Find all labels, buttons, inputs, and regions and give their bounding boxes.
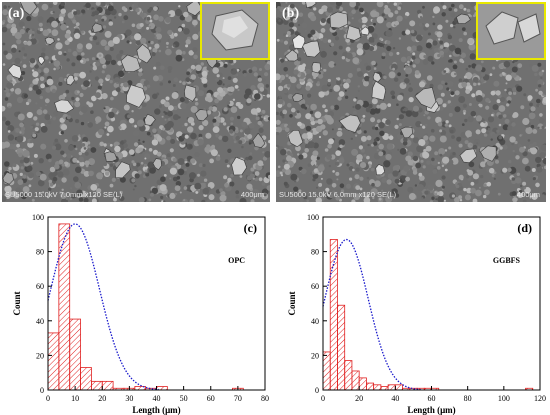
sem-inset-a [200, 2, 270, 60]
sem-image-a: (a) SU5000 15.0kV 7.0mm x120 SE(L) 400μm [2, 2, 270, 202]
y-tick-label: 0 [40, 386, 44, 395]
histogram-bar [69, 318, 81, 391]
x-tick-label: 0 [321, 394, 325, 403]
x-tick-label: 20 [98, 394, 106, 403]
y-tick-label: 20 [36, 351, 44, 360]
x-axis-label: Length (μm) [407, 405, 455, 415]
histogram-bar [58, 223, 71, 391]
y-axis-label: Count [12, 291, 22, 315]
histogram-bar [47, 332, 60, 391]
histogram-bar [394, 384, 403, 391]
histogram-bar [373, 384, 382, 391]
y-tick-label: 100 [307, 213, 319, 222]
sem-info-b: SU5000 15.0kV 6.0mm x120 SE(L) [279, 190, 397, 199]
panel-label-b: (b) [282, 6, 300, 21]
x-axis-label: Length (μm) [132, 405, 180, 415]
sem-inset-b [476, 2, 546, 60]
x-tick-label: 70 [234, 394, 242, 403]
x-tick-label: 100 [498, 394, 510, 403]
histogram-bar [337, 304, 346, 391]
scale-bar-b: 400μm [516, 190, 540, 199]
histogram-bar [380, 386, 389, 391]
y-tick-label: 100 [32, 213, 44, 222]
legend-label: GGBFS [493, 256, 521, 265]
x-tick-label: 40 [153, 394, 161, 403]
x-tick-label: 60 [207, 394, 215, 403]
histogram-bar [351, 370, 360, 391]
x-tick-label: 60 [428, 394, 436, 403]
plot-frame [322, 216, 541, 391]
panel-label: (c) [244, 221, 257, 235]
x-tick-label: 50 [180, 394, 188, 403]
histogram-bar [366, 382, 375, 391]
histogram-chart-d: 0 20 40 60 80 100 120 0 20 40 60 80 100 Length (μm) Co… [287, 213, 546, 415]
histogram-bar [80, 367, 92, 391]
histogram-bar [358, 377, 367, 391]
x-tick-label: 30 [125, 394, 133, 403]
panel-label-a: (a) [8, 6, 25, 21]
y-tick-label: 0 [315, 386, 319, 395]
x-tick-label: 120 [534, 394, 546, 403]
x-tick-label: 0 [46, 394, 50, 403]
histogram-bar [91, 380, 103, 391]
y-axis-label: Count [287, 291, 297, 315]
y-tick-label: 40 [36, 317, 44, 326]
histogram-bar [387, 384, 396, 391]
histogram-bar [344, 360, 353, 391]
y-tick-label: 40 [311, 317, 319, 326]
fit-curve [322, 238, 421, 391]
x-tick-label: 10 [71, 394, 79, 403]
histogram-bar [322, 351, 331, 391]
sem-info-a: SU5000 15.0kV 7.0mm x120 SE(L) [5, 190, 123, 199]
sem-image-b: (b) SU5000 15.0kV 6.0mm x120 SE(L) 400μm [276, 2, 546, 202]
inset-particle-a [211, 9, 259, 51]
y-tick-label: 60 [36, 282, 44, 291]
x-tick-label: 80 [464, 394, 472, 403]
x-tick-label: 20 [355, 394, 363, 403]
sem-texture-b [276, 2, 546, 202]
scale-bar-a: 400μm [240, 190, 264, 199]
sem-footer-b: SU5000 15.0kV 6.0mm x120 SE(L) 400μm [276, 188, 546, 202]
x-tick-label: 80 [261, 394, 269, 403]
legend-label: OPC [228, 256, 245, 265]
panel-label: (d) [517, 221, 532, 235]
sem-footer-a: SU5000 15.0kV 7.0mm x120 SE(L) 400μm [2, 188, 270, 202]
y-tick-label: 80 [36, 248, 44, 257]
y-tick-label: 60 [311, 282, 319, 291]
y-tick-label: 20 [311, 351, 319, 360]
histogram-chart-c: 0 10 20 30 40 50 60 70 80 0 20 40 60 80 100 Length (μm)… [12, 213, 269, 415]
histogram-bar [101, 380, 114, 391]
y-tick-label: 80 [311, 248, 319, 257]
x-tick-label: 40 [391, 394, 399, 403]
inset-particle-b [485, 11, 541, 45]
